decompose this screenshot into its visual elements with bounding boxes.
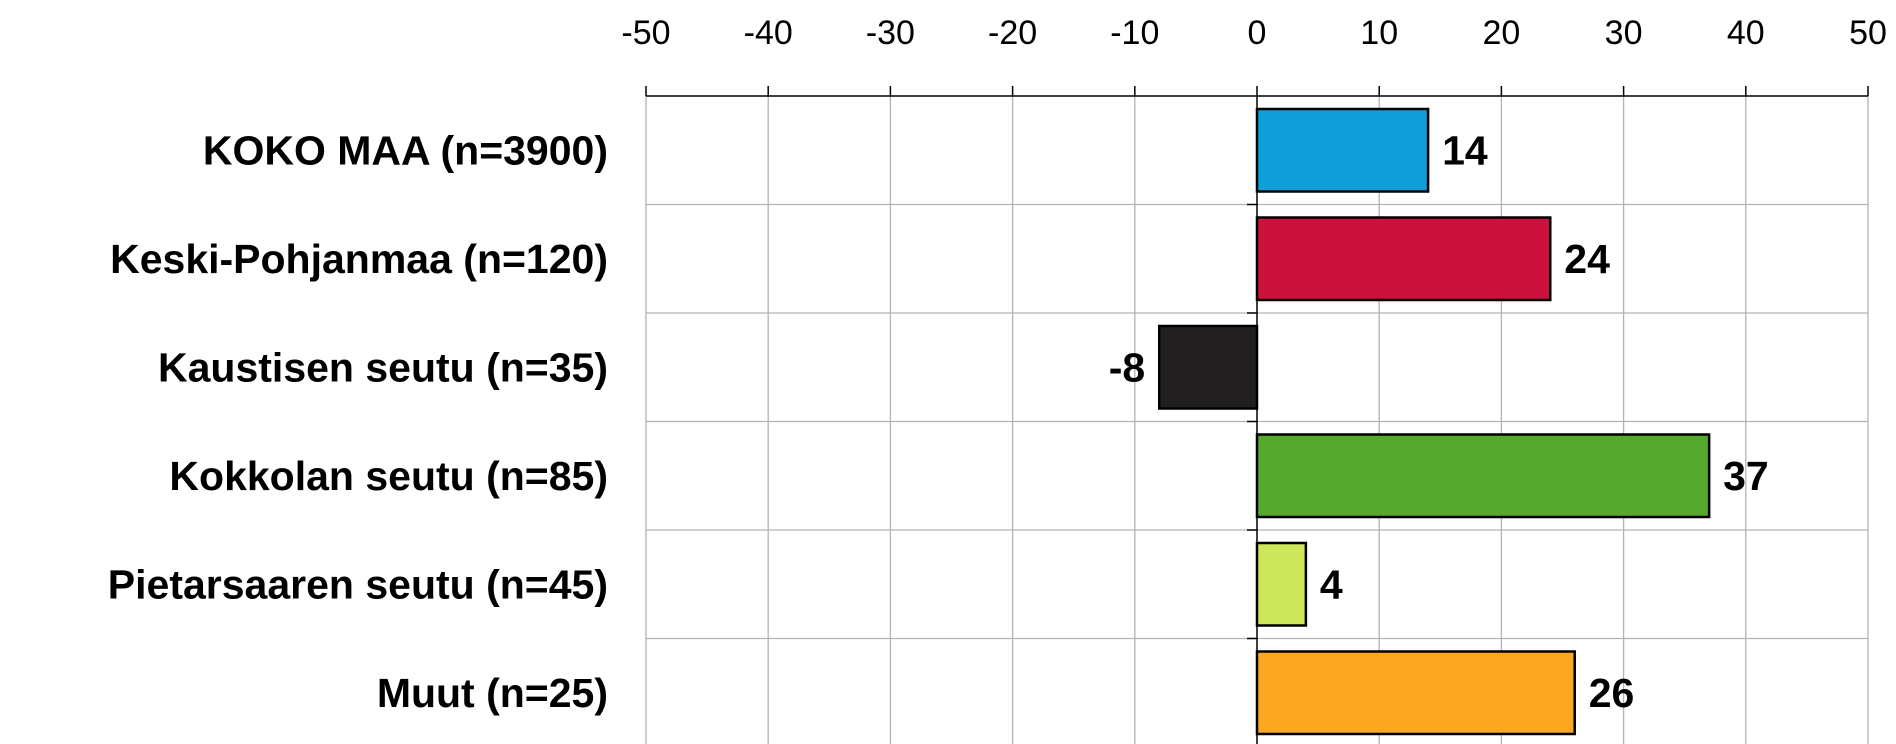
x-tick-label: -20	[988, 14, 1037, 52]
bar	[1255, 541, 1308, 627]
x-tick-label: -50	[621, 14, 670, 52]
data-label: 4	[1320, 561, 1343, 607]
bars	[1157, 107, 1711, 736]
data-label: 24	[1564, 236, 1610, 282]
category-label: Muut (n=25)	[377, 670, 608, 716]
x-tick-label: 0	[1248, 14, 1267, 52]
category-label: Pietarsaaren seutu (n=45)	[108, 561, 608, 607]
x-tick-label: 20	[1482, 14, 1520, 52]
x-tick-label: 40	[1727, 14, 1765, 52]
x-tick-label: 10	[1360, 14, 1398, 52]
data-label: -8	[1109, 344, 1145, 390]
x-tick-label: -40	[744, 14, 793, 52]
bar	[1255, 107, 1430, 193]
category-label: KOKO MAA (n=3900)	[203, 127, 608, 173]
data-label: 14	[1442, 127, 1488, 173]
category-label: Kaustisen seutu (n=35)	[158, 344, 608, 390]
data-label: 37	[1723, 453, 1769, 499]
x-tick-label: 30	[1605, 14, 1643, 52]
bar	[1157, 324, 1259, 410]
bar	[1255, 216, 1552, 302]
bar	[1255, 433, 1711, 519]
bar	[1255, 650, 1576, 736]
x-tick-label: -30	[866, 14, 915, 52]
labels: KOKO MAA (n=3900) 14 Keski-Pohjanmaa (n=12…	[108, 127, 1769, 716]
x-axis: -50 -40 -30 -20 -10 0 10 20 30 40 50	[621, 14, 1887, 744]
category-label: Keski-Pohjanmaa (n=120)	[110, 236, 608, 282]
data-label: 26	[1589, 670, 1635, 716]
x-tick-label: -10	[1110, 14, 1159, 52]
x-tick-label: 50	[1849, 14, 1887, 52]
category-label: Kokkolan seutu (n=85)	[169, 453, 608, 499]
